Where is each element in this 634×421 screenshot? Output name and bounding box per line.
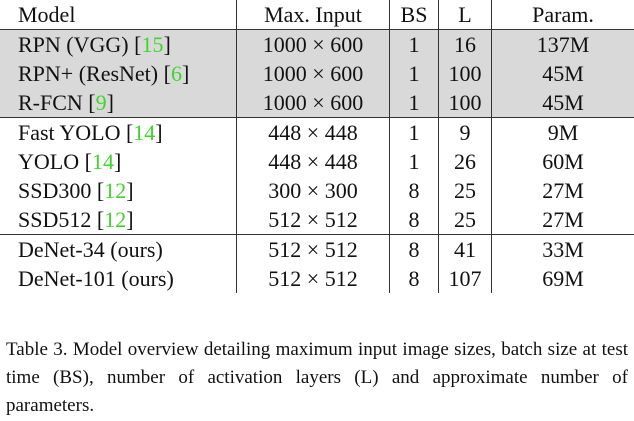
table-cell: DeNet-101 (ours) <box>18 266 174 291</box>
table-cell: RPN+ (ResNet) [6] <box>0 59 237 88</box>
table-cell: DeNet-34 (ours) <box>0 234 237 264</box>
table-cell: 8 <box>389 264 439 293</box>
citation[interactable]: 15 <box>141 32 164 57</box>
table-cell: SSD512 [12] <box>18 207 134 232</box>
header-cell: Param. <box>532 2 594 27</box>
table-cell: 8 <box>389 234 439 264</box>
table-cell: 1000 × 600 <box>236 29 390 59</box>
header-cell: BS <box>389 0 439 30</box>
table-cell: 1 <box>389 147 439 176</box>
table-cell: 1000 × 600 <box>236 88 390 118</box>
table-cell: 512 × 512 <box>236 264 390 293</box>
table-cell: 100 <box>438 88 492 118</box>
table-cell: 27M <box>542 178 584 203</box>
header-cell: Max. Input <box>236 0 390 30</box>
table-cell: 137M <box>491 29 634 59</box>
table-cell: 27M <box>542 207 584 232</box>
table-cell: 100 <box>438 59 492 88</box>
table-cell: 512 × 512 <box>236 234 390 264</box>
table-cell: 33M <box>491 234 634 264</box>
table-cell: 1 <box>389 59 439 88</box>
citation[interactable]: 12 <box>104 178 127 203</box>
header-row: Model Max. Input BS L Param. <box>0 0 634 30</box>
table-cell: 16 <box>438 29 492 59</box>
table-cell: 69M <box>542 266 584 291</box>
table-cell: 107 <box>438 264 492 293</box>
table-row: DeNet-101 (ours) 512 × 512 8 107 69M <box>0 264 634 293</box>
table-cell: 512 × 512 <box>236 205 390 235</box>
table-row: RPN (VGG) [15] 1000 × 600 1 16 137M <box>0 29 634 59</box>
table-row: DeNet-34 (ours) 512 × 512 8 41 33M <box>0 234 634 264</box>
table-cell: YOLO [14] <box>18 149 122 174</box>
table-cell: 1 <box>389 88 439 118</box>
table-row: SSD300 [12] 300 × 300 8 25 27M <box>0 176 634 205</box>
table-caption: Table 3. Model overview detailing maximu… <box>6 339 628 416</box>
table-cell: 1000 × 600 <box>236 59 390 88</box>
table-cell: 8 <box>389 176 439 205</box>
table-cell: 448 × 448 <box>236 117 390 147</box>
citation[interactable]: 9 <box>95 90 107 115</box>
table-cell: R-FCN [9] <box>0 88 237 118</box>
table-cell: 26 <box>438 147 492 176</box>
table-row: YOLO [14] 448 × 448 1 26 60M <box>0 147 634 176</box>
table-row: RPN+ (ResNet) [6] 1000 × 600 1 100 45M <box>0 59 634 88</box>
table-row: R-FCN [9] 1000 × 600 1 100 45M <box>0 88 634 118</box>
table-cell: Fast YOLO [14] <box>0 117 237 147</box>
table-cell: 25 <box>438 205 492 235</box>
table-cell: 9M <box>491 117 634 147</box>
table-cell: 25 <box>438 176 492 205</box>
table-cell: 448 × 448 <box>236 147 390 176</box>
citation[interactable]: 14 <box>133 120 156 145</box>
header-cell: Model <box>18 2 76 27</box>
table-cell: 9 <box>438 117 492 147</box>
table-cell: 45M <box>491 88 634 118</box>
table-row: Fast YOLO [14] 448 × 448 1 9 9M <box>0 117 634 147</box>
table-cell: 1 <box>389 117 439 147</box>
citation[interactable]: 14 <box>91 149 114 174</box>
citation[interactable]: 6 <box>170 61 182 86</box>
citation[interactable]: 12 <box>104 207 127 232</box>
table-cell: 41 <box>438 234 492 264</box>
table-cell: RPN (VGG) [15] <box>0 29 237 59</box>
table-cell: SSD300 [12] <box>18 178 134 203</box>
header-cell: L <box>438 0 492 30</box>
table-cell: 8 <box>389 205 439 235</box>
table-cell: 60M <box>542 149 584 174</box>
table-cell: 1 <box>389 29 439 59</box>
model-table: Model Max. Input BS L Param. RPN (VGG) [15] 10… <box>0 0 634 293</box>
table-cell: 300 × 300 <box>236 176 390 205</box>
table-cell: 45M <box>491 59 634 88</box>
table-row: SSD512 [12] 512 × 512 8 25 27M <box>0 205 634 235</box>
